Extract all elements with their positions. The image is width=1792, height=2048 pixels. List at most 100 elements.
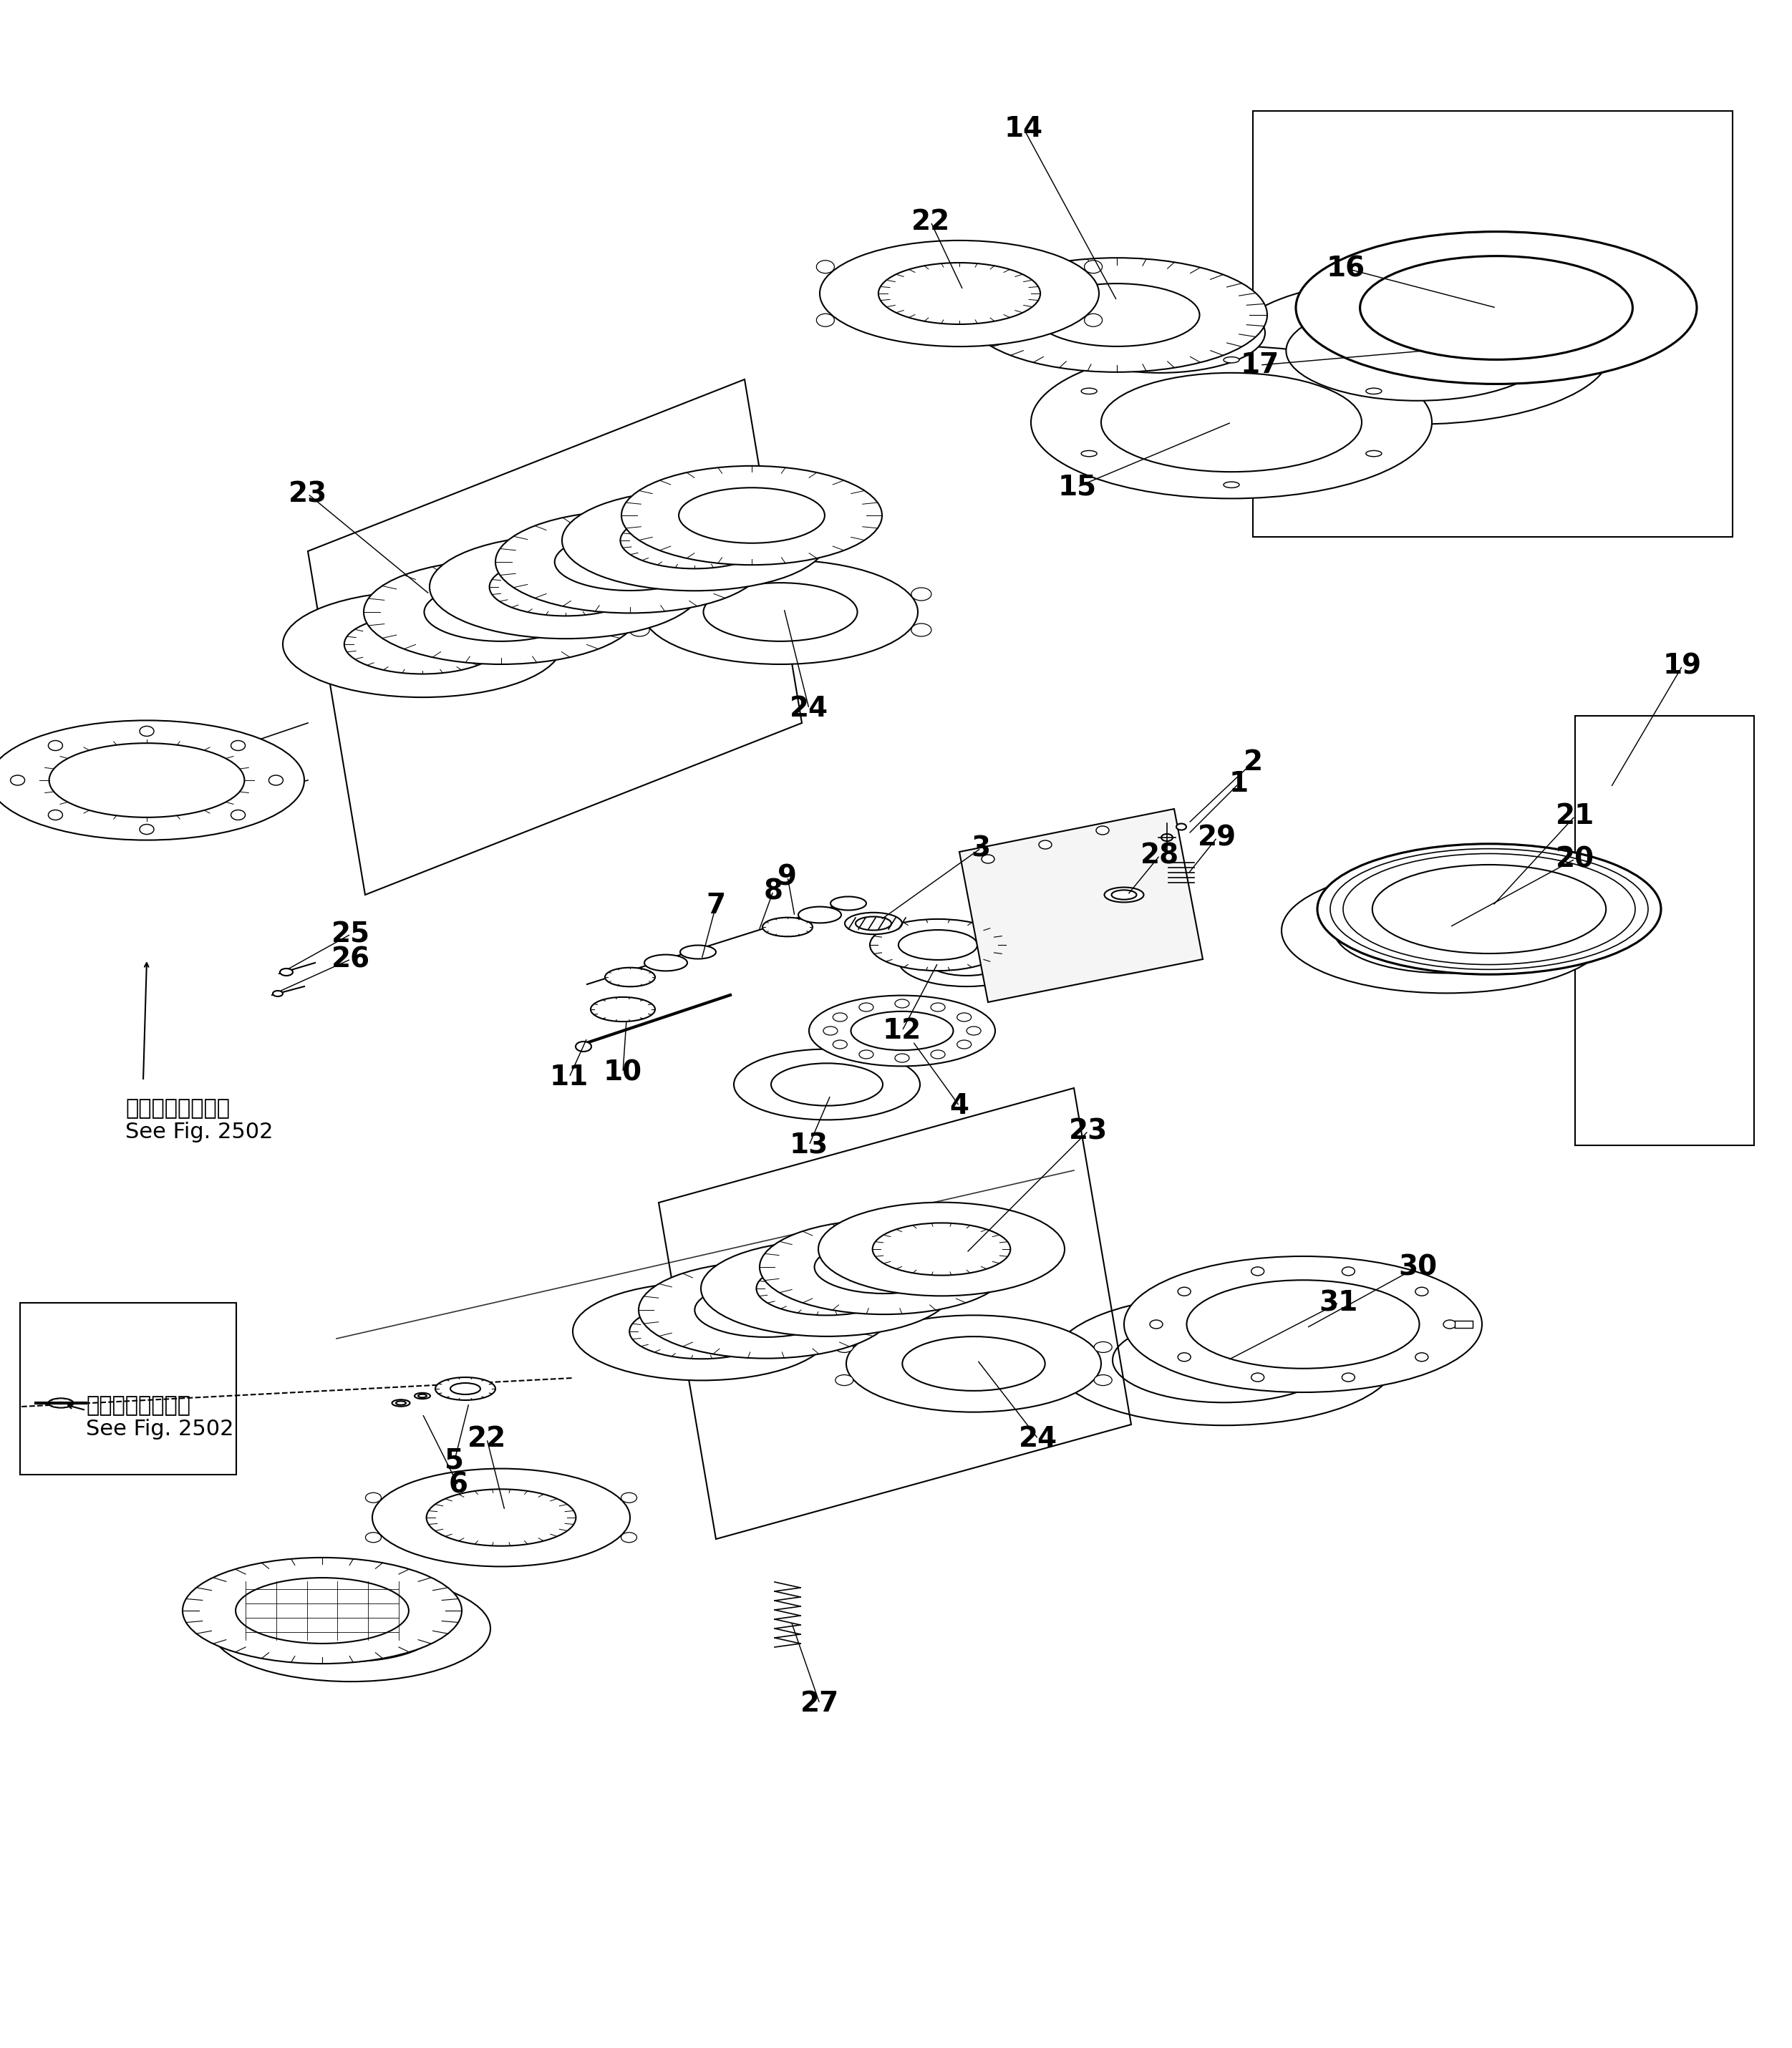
Ellipse shape xyxy=(912,588,932,600)
Ellipse shape xyxy=(1161,834,1172,842)
Ellipse shape xyxy=(211,1575,491,1681)
Ellipse shape xyxy=(1100,373,1362,471)
Ellipse shape xyxy=(606,967,656,987)
Ellipse shape xyxy=(701,1241,953,1337)
Text: 24: 24 xyxy=(790,694,828,723)
Text: 13: 13 xyxy=(790,1133,828,1159)
Ellipse shape xyxy=(1335,889,1559,973)
Ellipse shape xyxy=(835,1374,853,1386)
Ellipse shape xyxy=(1224,481,1240,487)
Ellipse shape xyxy=(591,997,656,1022)
Ellipse shape xyxy=(982,854,995,864)
Ellipse shape xyxy=(366,1493,382,1503)
Ellipse shape xyxy=(183,1559,462,1663)
Ellipse shape xyxy=(819,240,1098,346)
Text: 6: 6 xyxy=(448,1473,468,1499)
Ellipse shape xyxy=(762,918,812,936)
Text: 11: 11 xyxy=(550,1063,588,1092)
Ellipse shape xyxy=(1342,1268,1355,1276)
Text: 16: 16 xyxy=(1326,254,1366,283)
Ellipse shape xyxy=(575,1042,591,1051)
Ellipse shape xyxy=(1081,451,1097,457)
Ellipse shape xyxy=(430,535,702,639)
Text: 9: 9 xyxy=(778,864,797,891)
Ellipse shape xyxy=(873,1223,1011,1276)
Ellipse shape xyxy=(620,512,769,569)
Text: 15: 15 xyxy=(1057,473,1097,500)
Ellipse shape xyxy=(1342,1372,1355,1382)
Text: 25: 25 xyxy=(332,920,371,948)
Ellipse shape xyxy=(1176,823,1186,829)
Ellipse shape xyxy=(392,1399,410,1407)
Text: 第２５０２図参照
See Fig. 2502: 第２５０２図参照 See Fig. 2502 xyxy=(125,1098,272,1143)
Ellipse shape xyxy=(435,1378,495,1401)
Ellipse shape xyxy=(231,741,246,750)
Text: 8: 8 xyxy=(763,879,783,905)
Ellipse shape xyxy=(11,776,25,784)
Text: 20: 20 xyxy=(1555,846,1595,872)
Ellipse shape xyxy=(414,1393,430,1399)
Ellipse shape xyxy=(1030,346,1432,498)
Ellipse shape xyxy=(418,1395,426,1397)
Ellipse shape xyxy=(1113,1317,1337,1403)
Text: 29: 29 xyxy=(1197,823,1236,852)
Ellipse shape xyxy=(1281,868,1611,993)
Ellipse shape xyxy=(426,1489,575,1546)
Ellipse shape xyxy=(760,1221,1009,1315)
Ellipse shape xyxy=(563,489,826,590)
Ellipse shape xyxy=(280,969,292,975)
Ellipse shape xyxy=(1097,825,1109,836)
Ellipse shape xyxy=(489,557,642,616)
Text: 14: 14 xyxy=(1005,115,1043,143)
Ellipse shape xyxy=(263,1595,437,1661)
Ellipse shape xyxy=(894,1055,909,1063)
Ellipse shape xyxy=(878,262,1041,324)
Ellipse shape xyxy=(573,1282,830,1380)
Ellipse shape xyxy=(1416,1354,1428,1362)
Bar xyxy=(1455,1321,1473,1327)
Ellipse shape xyxy=(364,559,638,664)
Ellipse shape xyxy=(846,1315,1100,1411)
Ellipse shape xyxy=(1034,283,1199,346)
Ellipse shape xyxy=(823,1026,837,1034)
Ellipse shape xyxy=(1317,844,1661,975)
Ellipse shape xyxy=(48,741,63,750)
Text: 23: 23 xyxy=(1068,1118,1107,1145)
Ellipse shape xyxy=(844,913,901,934)
Ellipse shape xyxy=(629,1305,774,1360)
Text: 28: 28 xyxy=(1140,842,1179,868)
Text: 24: 24 xyxy=(1018,1425,1057,1452)
Ellipse shape xyxy=(1366,451,1382,457)
Ellipse shape xyxy=(1296,231,1697,383)
Ellipse shape xyxy=(1084,260,1102,272)
Ellipse shape xyxy=(48,809,63,819)
Ellipse shape xyxy=(817,313,835,326)
Ellipse shape xyxy=(1177,1354,1190,1362)
Ellipse shape xyxy=(679,487,824,543)
Ellipse shape xyxy=(858,1004,873,1012)
Ellipse shape xyxy=(344,614,500,674)
Ellipse shape xyxy=(957,1040,971,1049)
Text: 5: 5 xyxy=(444,1446,464,1475)
Ellipse shape xyxy=(930,1004,944,1012)
Text: 第２５０２図参照
See Fig. 2502: 第２５０２図参照 See Fig. 2502 xyxy=(86,1395,233,1440)
Ellipse shape xyxy=(735,1049,919,1120)
Ellipse shape xyxy=(912,623,932,637)
Ellipse shape xyxy=(926,946,1005,975)
Ellipse shape xyxy=(695,1282,837,1337)
Ellipse shape xyxy=(1084,313,1102,326)
Ellipse shape xyxy=(1177,1288,1190,1296)
Text: 23: 23 xyxy=(289,481,328,508)
Text: 27: 27 xyxy=(801,1690,839,1718)
Ellipse shape xyxy=(373,1468,631,1567)
Ellipse shape xyxy=(425,584,579,641)
Ellipse shape xyxy=(894,999,909,1008)
Ellipse shape xyxy=(140,727,154,735)
Ellipse shape xyxy=(645,954,688,971)
Ellipse shape xyxy=(1186,1280,1419,1368)
Polygon shape xyxy=(959,809,1202,1001)
Ellipse shape xyxy=(140,823,154,834)
Ellipse shape xyxy=(1251,1268,1263,1276)
Text: 22: 22 xyxy=(912,209,950,236)
Text: 26: 26 xyxy=(332,946,371,973)
